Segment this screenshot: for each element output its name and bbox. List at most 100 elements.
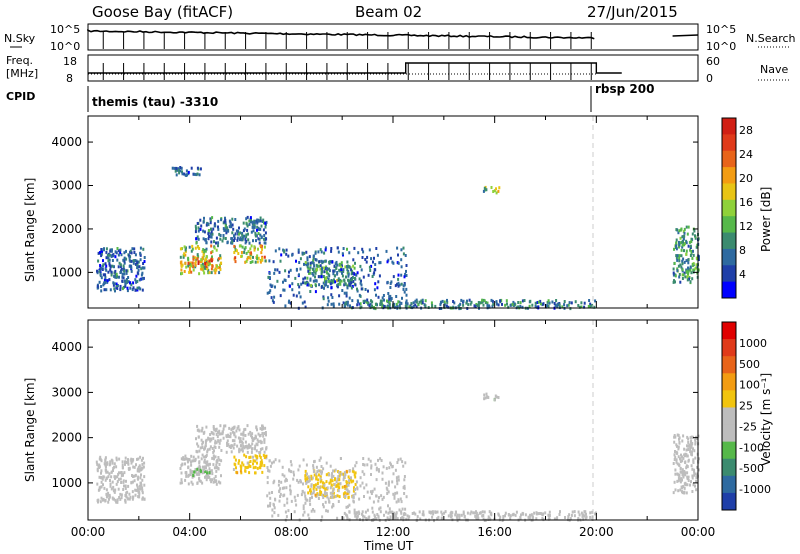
data-cell	[680, 248, 683, 252]
data-cell	[141, 271, 144, 275]
data-cell	[331, 490, 334, 494]
data-cell	[338, 471, 341, 475]
data-cell	[197, 262, 200, 265]
data-cell	[113, 287, 116, 291]
data-cell	[694, 442, 697, 446]
data-cell	[482, 303, 485, 307]
data-cell	[96, 284, 99, 288]
data-cell	[279, 259, 282, 263]
data-cell	[402, 464, 405, 468]
colorbar-swatch	[722, 134, 736, 152]
data-cell	[690, 237, 693, 241]
data-cell	[221, 432, 224, 436]
data-cell	[239, 437, 242, 441]
data-cell	[356, 299, 359, 303]
data-cell	[553, 302, 556, 305]
data-cell	[369, 490, 372, 494]
colorbar-tick-label: 4	[739, 268, 746, 281]
data-cell	[114, 498, 117, 502]
data-cell	[262, 453, 265, 457]
data-cell	[332, 269, 335, 273]
data-cell	[344, 265, 347, 269]
data-cell	[324, 248, 327, 252]
data-cell	[143, 497, 146, 501]
data-cell	[240, 465, 243, 469]
data-cell	[248, 219, 251, 223]
data-cell	[312, 270, 315, 274]
y-tick-label: 1000	[51, 476, 82, 490]
data-cell	[289, 268, 292, 272]
data-cell	[193, 172, 196, 176]
data-cell	[196, 172, 199, 176]
data-cell	[483, 299, 486, 303]
data-cell	[585, 515, 588, 519]
data-cell	[393, 302, 396, 306]
data-cell	[315, 472, 318, 476]
data-cell	[686, 435, 689, 439]
data-cell	[363, 463, 366, 467]
data-cell	[356, 287, 358, 291]
data-cell	[124, 282, 127, 286]
data-cell	[673, 453, 676, 457]
data-cell	[303, 510, 306, 514]
data-cell	[271, 508, 274, 512]
data-cell	[136, 266, 139, 270]
data-cell	[307, 485, 310, 489]
data-cell	[278, 499, 281, 503]
data-cell	[684, 275, 687, 279]
data-cell	[143, 260, 146, 263]
data-cell	[320, 465, 323, 468]
data-cell	[350, 272, 353, 276]
data-cell	[331, 495, 334, 499]
data-cell	[331, 296, 334, 299]
data-cell	[534, 301, 537, 305]
data-cell	[389, 510, 392, 514]
data-cell	[189, 473, 192, 477]
data-cell	[288, 284, 291, 288]
data-cell	[237, 461, 240, 465]
data-cell	[452, 300, 455, 303]
data-cell	[240, 467, 243, 471]
data-cell	[692, 458, 695, 462]
data-cell	[687, 261, 690, 265]
data-cell	[350, 286, 353, 290]
data-cell	[239, 238, 241, 242]
data-cell	[397, 458, 400, 462]
data-cell	[591, 515, 594, 519]
data-cell	[521, 299, 524, 303]
data-cell	[304, 497, 307, 501]
data-cell	[539, 299, 542, 303]
data-cell	[322, 297, 325, 301]
data-cell	[690, 445, 693, 449]
data-cell	[124, 279, 126, 283]
data-cell	[138, 469, 141, 473]
data-cell	[204, 249, 207, 253]
data-cell	[419, 517, 422, 521]
data-cell	[280, 253, 283, 257]
data-cell	[675, 228, 678, 232]
data-cell	[306, 265, 309, 269]
data-cell	[379, 302, 382, 306]
data-cell	[358, 277, 361, 281]
data-cell	[252, 229, 255, 233]
data-cell	[271, 284, 274, 288]
data-cell	[406, 302, 409, 306]
data-cell	[395, 295, 398, 298]
data-cell	[213, 222, 216, 226]
data-cell	[344, 491, 346, 495]
data-cell	[297, 480, 300, 484]
data-cell	[309, 271, 312, 275]
data-cell	[271, 491, 273, 494]
data-cell	[577, 517, 580, 520]
power-frame	[87, 115, 699, 309]
data-cell	[192, 257, 195, 261]
data-cell	[97, 464, 100, 468]
data-cell	[231, 444, 234, 448]
data-cell	[428, 510, 431, 514]
data-cell	[138, 492, 141, 496]
data-cell	[326, 486, 329, 490]
data-cell	[400, 510, 403, 514]
data-cell	[401, 507, 404, 511]
data-cell	[120, 481, 123, 484]
data-cell	[249, 253, 252, 257]
